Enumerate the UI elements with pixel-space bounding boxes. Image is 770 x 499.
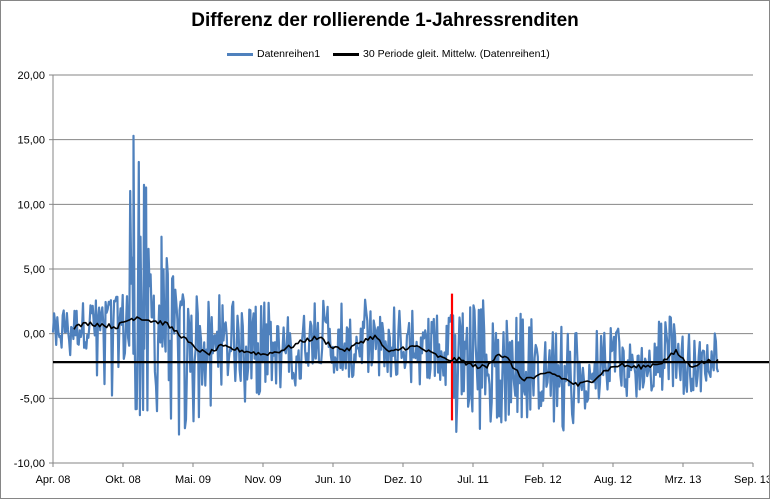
- x-tick-label: Jun. 10: [315, 474, 351, 486]
- x-tick-label: Dez. 10: [384, 474, 422, 486]
- y-tick-label: 0,00: [24, 329, 45, 341]
- series-moving-average-line: [73, 316, 719, 387]
- legend-swatch-black: [333, 52, 359, 56]
- y-tick-label: -5,00: [20, 393, 45, 405]
- y-tick-label: 15,00: [17, 135, 45, 147]
- legend-label-series1: Datenreihen1: [257, 48, 321, 60]
- y-tick-label: 5,00: [24, 264, 45, 276]
- legend-item-series1: Datenreihen1: [227, 48, 320, 60]
- legend: Datenreihen1 30 Periode gleit. Mittelw. …: [1, 48, 769, 64]
- y-tick-label: -10,00: [14, 458, 45, 470]
- x-tick-label: Mai. 09: [175, 474, 211, 486]
- y-tick-label: 10,00: [17, 199, 45, 211]
- x-tick-label: Jul. 11: [457, 474, 489, 486]
- x-tick-label: Nov. 09: [244, 474, 281, 486]
- x-tick-label: Feb. 12: [524, 474, 561, 486]
- series-datenreihen1-line: [51, 134, 720, 436]
- x-tick-label: Okt. 08: [105, 474, 140, 486]
- legend-label-moving-average: 30 Periode gleit. Mittelw. (Datenreihen1…: [363, 48, 550, 60]
- x-tick-label: Aug. 12: [594, 474, 632, 486]
- chart-title: Differenz der rollierende 1-Jahressrendi…: [191, 10, 579, 31]
- x-tick-label: Sep. 13: [734, 474, 769, 486]
- x-tick-label: Apr. 08: [36, 474, 71, 486]
- y-tick-label: 20,00: [17, 70, 45, 82]
- legend-item-moving-average: 30 Periode gleit. Mittelw. (Datenreihen1…: [333, 48, 550, 60]
- legend-swatch-blue: [227, 52, 253, 56]
- x-tick-label: Mrz. 13: [665, 474, 702, 486]
